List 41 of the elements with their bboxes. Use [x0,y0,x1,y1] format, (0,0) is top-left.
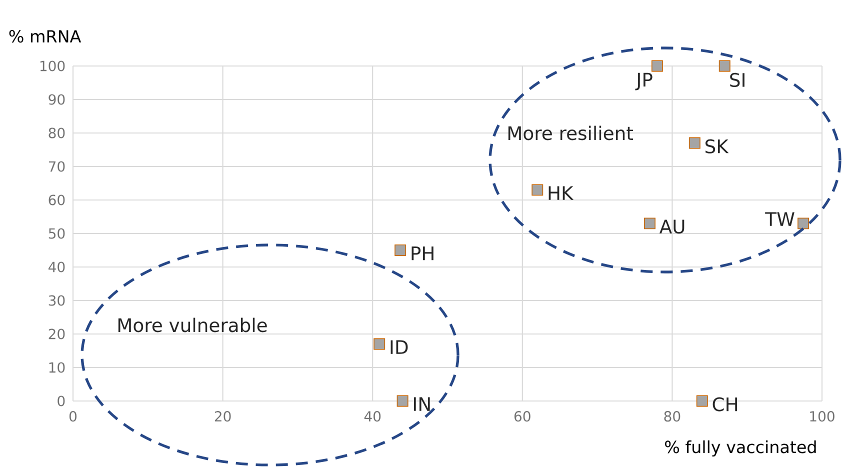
x-axis-title: % fully vaccinated [665,440,816,456]
y-tick-label: 40 [48,262,65,272]
x-tick-label: 20 [214,411,231,422]
annotation: IN [414,397,430,411]
annotation: SI [730,72,744,88]
y-tick-label: 0 [58,396,65,406]
y-tick-label: 80 [48,128,65,138]
x-tick-label: 100 [810,411,834,422]
point [688,137,700,149]
annotation: More vulnerable [118,318,267,332]
annotation: AU [659,220,684,234]
annotation: CH [712,397,737,412]
x-tick-label: 80 [664,411,680,422]
x-tick-label: 0 [69,411,77,422]
y-tick-label: 50 [48,228,65,239]
annotation: SK [706,139,729,154]
point [394,244,406,256]
point [718,60,730,72]
annotation: ID [390,340,408,354]
y-axis-title: % mRNA [9,30,82,43]
y-tick-label: 100 [40,60,65,72]
point [696,395,708,407]
point [396,395,408,407]
annotation: JP [635,72,652,90]
x-tick-label: 40 [364,411,381,422]
y-tick-label: 90 [48,94,65,105]
point [644,218,656,230]
point [532,184,544,196]
y-tick-label: 20 [48,328,65,340]
y-tick-label: 60 [48,194,65,206]
annotation: HK [548,186,574,200]
point [374,338,386,350]
y-tick-label: 30 [48,295,65,306]
annotation: TW [765,212,794,226]
annotation: More resilient [508,126,634,140]
point [798,218,810,230]
point [651,60,663,72]
y-tick-label: 70 [48,161,65,172]
annotation: PH [412,246,434,260]
x-tick-label: 60 [514,411,530,422]
y-tick-label: 10 [49,362,65,373]
